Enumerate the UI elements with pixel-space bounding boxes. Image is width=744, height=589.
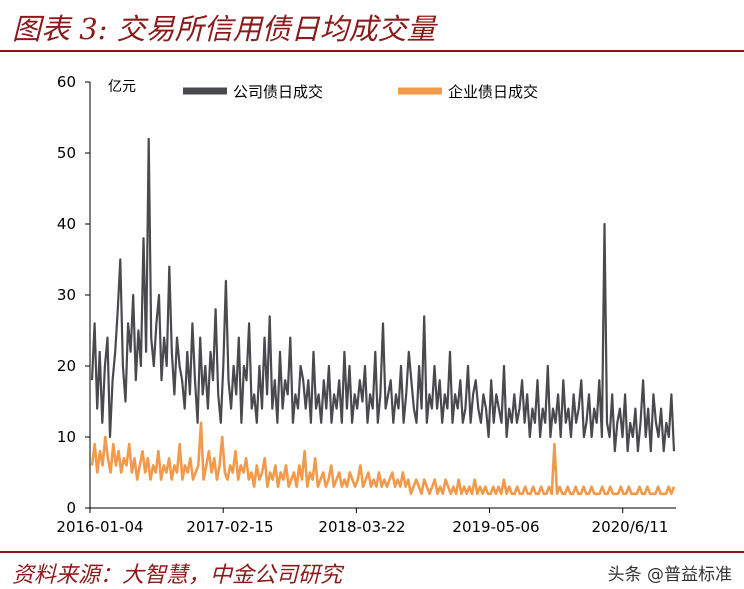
footer-rule: [0, 551, 744, 553]
y-tick-label: 20: [57, 357, 76, 375]
source-note: 资料来源：大智慧，中金公司研究: [12, 563, 343, 588]
series-line-corporate-bond: [90, 137, 676, 453]
y-tick-label: 0: [66, 499, 76, 517]
y-tick-label: 50: [57, 144, 76, 162]
series-line-enterprise-bond: [90, 421, 676, 496]
y-axis-unit: 亿元: [108, 79, 136, 95]
x-tick-label: 2019-05-06: [452, 518, 539, 536]
header-rule: [0, 50, 744, 52]
chart-axes: 0 10 20 30 40 50 60 亿元 2016-01-04 2017-02-15 2018-…: [56, 73, 676, 536]
y-tick-label: 40: [57, 215, 76, 233]
watermark-label: 头条 @普益标准: [607, 565, 732, 585]
legend-label: 公司债日成交: [233, 83, 323, 101]
x-tick-label: 2016-01-04: [56, 518, 143, 536]
chart-title: 图表 3: 交易所信用债日均成交量: [12, 12, 436, 46]
x-tick-label: 2017-02-15: [186, 518, 273, 536]
chart-series: [90, 137, 676, 496]
y-tick-label: 60: [57, 73, 76, 91]
y-tick-label: 30: [57, 286, 76, 304]
x-tick-label: 2020/6/11: [592, 518, 669, 536]
y-tick-label: 10: [57, 428, 76, 446]
chart-legend: 公司债日成交 企业债日成交: [183, 83, 538, 101]
x-tick-label: 2018-03-22: [318, 518, 405, 536]
legend-label: 企业债日成交: [448, 83, 538, 101]
chart-area: 0 10 20 30 40 50 60 亿元 2016-01-04 2017-02-15 2018-…: [56, 73, 676, 536]
